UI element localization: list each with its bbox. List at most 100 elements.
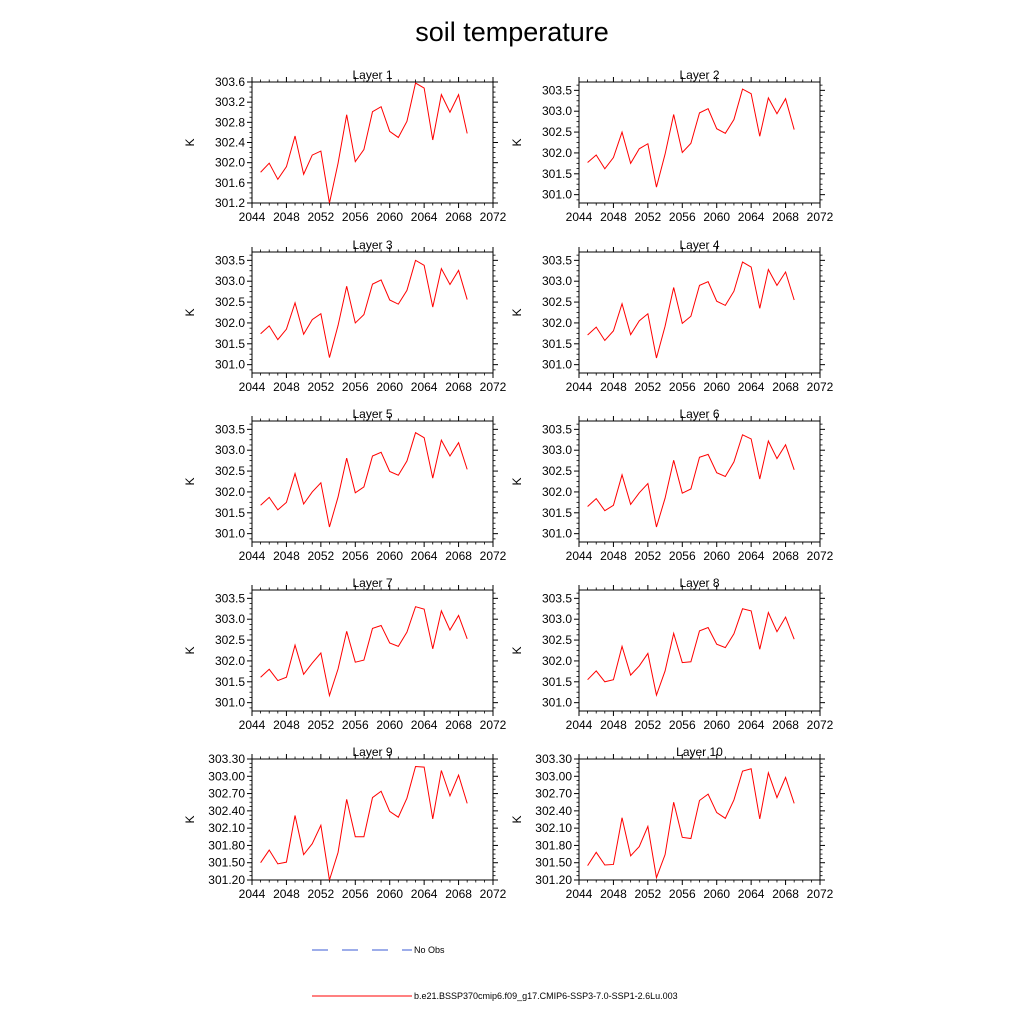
x-tick-label: 2056 <box>669 718 696 732</box>
x-tick-label: 2072 <box>807 380 834 394</box>
x-tick-label: 2068 <box>445 887 472 901</box>
y-axis-label: K <box>510 646 524 654</box>
x-tick-label: 2052 <box>635 210 662 224</box>
y-tick-label: 302.5 <box>215 295 245 309</box>
y-tick-label: 302.5 <box>542 295 572 309</box>
x-tick-label: 2064 <box>411 549 438 563</box>
x-tick-label: 2056 <box>342 380 369 394</box>
x-tick-label: 2064 <box>411 210 438 224</box>
panel-layer-1: Layer 1 K 2044 2048 2052 2056 2060 2064 2068 2072… <box>183 68 507 224</box>
x-tick-label: 2044 <box>566 887 593 901</box>
y-tick-label: 301.6 <box>215 176 245 190</box>
y-tick-label: 302.40 <box>208 804 245 818</box>
x-tick-label: 2052 <box>308 380 335 394</box>
y-tick-label: 303.00 <box>208 769 245 783</box>
series-line <box>260 259 468 358</box>
panel-title: Layer 5 <box>352 407 392 421</box>
y-tick-label: 303.5 <box>542 253 572 267</box>
x-tick-label: 2068 <box>772 887 799 901</box>
y-tick-label: 302.40 <box>535 804 572 818</box>
y-tick-label: 303.5 <box>215 422 245 436</box>
y-tick-label: 303.6 <box>215 75 245 89</box>
series-line <box>587 261 795 359</box>
x-tick-label: 2048 <box>273 380 300 394</box>
y-tick-label: 302.5 <box>215 633 245 647</box>
y-tick-label: 301.0 <box>542 188 572 202</box>
x-tick-label: 2068 <box>445 380 472 394</box>
x-tick-label: 2056 <box>342 549 369 563</box>
y-tick-label: 303.0 <box>215 612 245 626</box>
panel-title: Layer 10 <box>676 745 723 759</box>
y-tick-label: 301.20 <box>208 873 245 887</box>
x-tick-label: 2048 <box>600 718 627 732</box>
y-tick-label: 303.0 <box>542 443 572 457</box>
y-tick-label: 302.5 <box>542 125 572 139</box>
x-tick-label: 2044 <box>239 718 266 732</box>
x-tick-label: 2044 <box>239 210 266 224</box>
x-tick-label: 2056 <box>342 718 369 732</box>
x-tick-label: 2060 <box>703 718 730 732</box>
panel-title: Layer 1 <box>352 68 392 82</box>
x-tick-label: 2048 <box>600 887 627 901</box>
x-tick-label: 2060 <box>376 549 403 563</box>
y-tick-label: 302.5 <box>542 464 572 478</box>
y-tick-label: 303.5 <box>215 591 245 605</box>
x-tick-label: 2072 <box>480 210 507 224</box>
x-tick-label: 2044 <box>566 718 593 732</box>
series-line <box>587 434 795 528</box>
x-tick-label: 2060 <box>376 887 403 901</box>
x-tick-label: 2064 <box>411 887 438 901</box>
y-tick-label: 301.5 <box>542 675 572 689</box>
y-tick-label: 301.5 <box>215 337 245 351</box>
x-tick-label: 2072 <box>807 549 834 563</box>
x-tick-label: 2052 <box>635 549 662 563</box>
x-tick-label: 2072 <box>480 718 507 732</box>
y-tick-label: 302.0 <box>542 654 572 668</box>
panel-layer-10: Layer 10 K 2044 2048 2052 2056 2060 2064 2068 207… <box>510 745 834 901</box>
panels-group: Layer 1 K 2044 2048 2052 2056 2060 2064 2068 2072… <box>183 68 834 901</box>
y-tick-label: 301.0 <box>542 696 572 710</box>
y-tick-label: 302.0 <box>542 316 572 330</box>
y-tick-label: 301.0 <box>215 696 245 710</box>
y-tick-label: 301.0 <box>215 527 245 541</box>
x-tick-label: 2056 <box>342 210 369 224</box>
x-tick-label: 2056 <box>669 887 696 901</box>
y-tick-label: 302.5 <box>215 464 245 478</box>
x-tick-label: 2052 <box>308 718 335 732</box>
x-tick-label: 2052 <box>635 380 662 394</box>
figure-title: soil temperature <box>415 17 609 47</box>
panel-title: Layer 9 <box>352 745 392 759</box>
x-tick-label: 2060 <box>376 210 403 224</box>
x-tick-label: 2064 <box>738 718 765 732</box>
x-tick-label: 2064 <box>738 549 765 563</box>
panel-layer-2: Layer 2 K 2044 2048 2052 2056 2060 2064 2068 2072… <box>510 68 834 224</box>
series-line <box>587 608 795 697</box>
x-tick-label: 2048 <box>600 549 627 563</box>
y-tick-label: 302.0 <box>542 146 572 160</box>
y-tick-label: 301.2 <box>215 196 245 210</box>
panel-title: Layer 3 <box>352 238 392 252</box>
x-tick-label: 2060 <box>376 718 403 732</box>
x-tick-label: 2048 <box>273 887 300 901</box>
series-line <box>587 768 795 880</box>
x-tick-label: 2068 <box>445 210 472 224</box>
y-tick-label: 302.0 <box>542 485 572 499</box>
y-tick-label: 301.80 <box>535 838 572 852</box>
y-tick-label: 301.5 <box>542 506 572 520</box>
y-tick-label: 303.0 <box>215 274 245 288</box>
y-tick-label: 303.00 <box>535 769 572 783</box>
y-tick-label: 302.0 <box>215 485 245 499</box>
y-tick-label: 303.0 <box>542 274 572 288</box>
x-tick-label: 2056 <box>669 210 696 224</box>
panel-title: Layer 2 <box>679 68 719 82</box>
y-tick-label: 301.0 <box>542 358 572 372</box>
y-tick-label: 302.5 <box>542 633 572 647</box>
legend-no-obs-label: No Obs <box>414 945 445 955</box>
y-tick-label: 303.5 <box>542 83 572 97</box>
y-tick-label: 301.5 <box>542 167 572 181</box>
x-tick-label: 2060 <box>376 380 403 394</box>
x-tick-label: 2072 <box>807 718 834 732</box>
y-tick-label: 301.50 <box>535 856 572 870</box>
